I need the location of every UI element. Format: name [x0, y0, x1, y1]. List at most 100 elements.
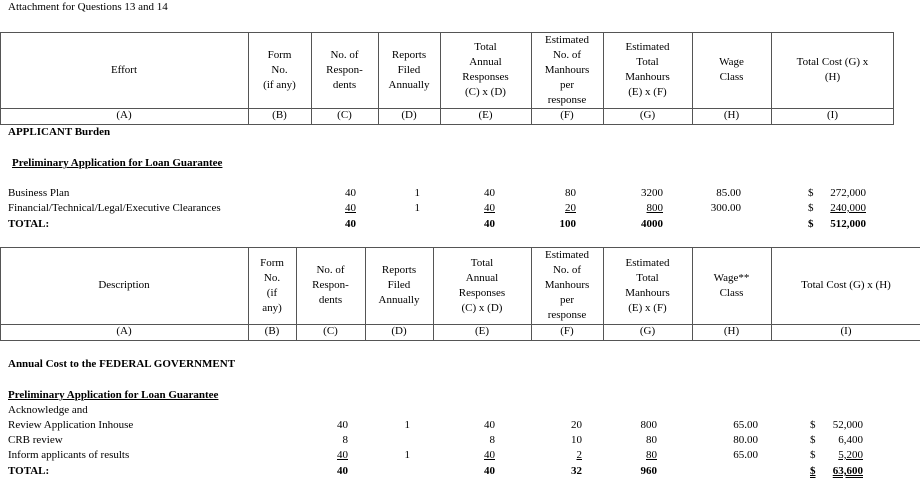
table1-column-letter: (B)	[272, 109, 287, 121]
federal-total-cost: 5,200	[838, 449, 863, 461]
table1-column-letter: (A)	[116, 109, 132, 121]
federal-responses: 40	[484, 419, 495, 431]
table1-column-letter: (H)	[723, 109, 740, 121]
federal-row-label: CRB review	[8, 434, 63, 446]
table1-header	[0, 32, 894, 125]
column-divider	[378, 33, 379, 124]
applicant-responses: 40	[484, 218, 495, 230]
table2-column-header: Wage** Class	[713, 271, 750, 299]
table1-column-letter: (E)	[478, 109, 493, 121]
applicant-total-cost: 272,000	[830, 187, 866, 199]
column-divider	[771, 248, 772, 340]
table1-column-letter: (D)	[401, 109, 417, 121]
federal-hours-per: 32	[571, 465, 582, 477]
table2-column-letter: (I)	[840, 325, 852, 337]
federal-cost-sign: $	[810, 449, 816, 461]
column-divider	[248, 33, 249, 124]
column-divider	[440, 33, 441, 124]
applicant-burden-heading: APPLICANT Burden	[8, 126, 111, 138]
federal-subheading: Preliminary Application for Loan Guarant…	[8, 389, 219, 401]
federal-cost-sign: $	[810, 434, 816, 446]
federal-total-hours: 80	[646, 449, 657, 461]
applicant-row-label: TOTAL:	[8, 218, 50, 230]
applicant-total-hours: 4000	[641, 218, 663, 230]
table2-column-letter: (H)	[723, 325, 740, 337]
table2-column-letter: (C)	[323, 325, 338, 337]
applicant-cost-sign: $	[808, 202, 814, 214]
federal-cost-sign: $	[810, 419, 816, 431]
federal-responses: 8	[489, 434, 496, 446]
federal-wage: 65.00	[733, 419, 758, 431]
federal-respondents: 40	[337, 449, 348, 461]
table1-column-header: Total Cost (G) x (H)	[796, 56, 869, 83]
federal-wage: 65.00	[733, 449, 758, 461]
table1-column-header: Estimated Total Manhours (E) x (F)	[625, 41, 670, 98]
column-divider	[692, 33, 693, 124]
federal-reports: 1	[404, 449, 411, 461]
table1-column-header: Form No. (if any)	[263, 48, 296, 91]
table2-column-header: Total Cost (G) x (H)	[801, 279, 891, 291]
applicant-hours-per: 20	[565, 202, 576, 214]
federal-hours-per: 2	[576, 449, 583, 461]
table2-column-header: Estimated No. of Manhours per response	[544, 249, 590, 321]
federal-total-hours: 80	[646, 434, 657, 446]
column-divider	[433, 248, 434, 340]
federal-cost-heading: Annual Cost to the FEDERAL GOVERNMENT	[8, 358, 236, 370]
applicant-reports: 1	[414, 202, 421, 214]
table2-column-header: Total Annual Responses (C) x (D)	[458, 256, 506, 314]
applicant-wage: 300.00	[710, 202, 741, 214]
applicant-row-label: Business Plan	[8, 187, 70, 199]
column-divider	[603, 248, 604, 340]
table2-column-header: No. of Respon- dents	[312, 264, 349, 306]
table1-column-header: Effort	[110, 63, 138, 76]
applicant-total-hours: 800	[646, 202, 664, 214]
column-divider	[531, 33, 532, 124]
table1-column-header: Wage Class	[719, 56, 744, 83]
federal-hours-per: 10	[571, 434, 582, 446]
table2-column-letter: (E)	[474, 325, 490, 337]
table1-column-letter: (G)	[639, 109, 656, 121]
table2-column-letter: (A)	[116, 325, 132, 337]
federal-reports: 1	[404, 419, 411, 431]
column-divider	[311, 33, 312, 124]
applicant-wage: 85.00	[716, 187, 741, 199]
table2-column-letter: (D)	[391, 325, 407, 337]
federal-respondents: 8	[342, 434, 349, 446]
applicant-cost-sign: $	[808, 218, 814, 230]
table2-column-header: Reports Filed Annually	[378, 264, 420, 306]
federal-hours-per: 20	[571, 419, 582, 431]
applicant-total-hours: 3200	[641, 187, 663, 199]
table1-column-header: Reports Filed Annually	[388, 48, 430, 91]
row-divider	[1, 324, 920, 325]
table1-column-header: Estimated No. of Manhours per response	[544, 33, 590, 106]
table2-column-letter: (B)	[264, 325, 280, 337]
federal-row-label: Inform applicants of results	[8, 449, 130, 461]
applicant-total-cost: 240,000	[830, 202, 866, 214]
table2-column-header: Estimated Total Manhours (E) x (F)	[625, 256, 670, 314]
applicant-respondents: 40	[345, 218, 356, 230]
column-divider	[248, 248, 249, 340]
federal-row-label: TOTAL:	[8, 465, 50, 477]
federal-responses: 40	[484, 465, 495, 477]
applicant-respondents: 40	[345, 202, 356, 214]
table2-header	[0, 247, 920, 341]
column-divider	[692, 248, 693, 340]
table1-column-letter: (C)	[337, 109, 352, 121]
table2-column-header: Form No. (if any)	[260, 256, 284, 314]
applicant-cost-sign: $	[808, 187, 814, 199]
federal-total-hours: 800	[640, 419, 658, 431]
federal-row-preline: Acknowledge and	[8, 404, 88, 416]
federal-wage: 80.00	[733, 434, 758, 446]
federal-total-cost: 6,400	[838, 434, 863, 446]
applicant-hours-per: 80	[565, 187, 576, 199]
table1-column-header: Total Annual Responses (C) x (D)	[462, 41, 509, 98]
row-divider	[1, 108, 893, 109]
federal-cost-sign: $	[810, 465, 816, 477]
applicant-responses: 40	[484, 202, 495, 214]
federal-respondents: 40	[337, 465, 348, 477]
applicant-respondents: 40	[345, 187, 356, 199]
applicant-total-cost: 512,000	[830, 218, 866, 230]
table1-column-letter: (I)	[827, 109, 838, 121]
table1-column-letter: (F)	[560, 109, 574, 121]
attachment-title: Attachment for Questions 13 and 14	[8, 1, 168, 13]
